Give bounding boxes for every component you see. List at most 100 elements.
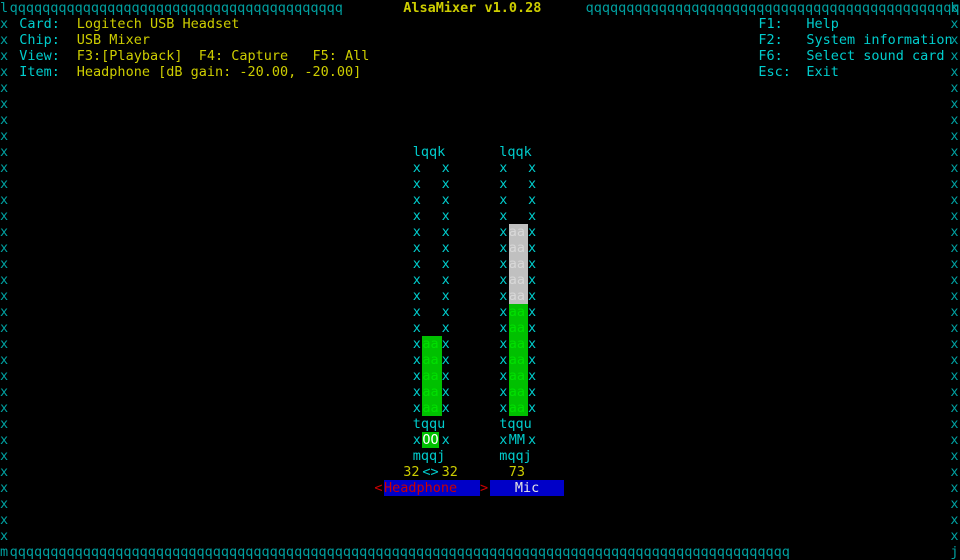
control-next-arrow[interactable]: > (480, 480, 489, 496)
border-left-rail: x (0, 192, 9, 208)
bar-rail-left: x (412, 240, 421, 256)
bar-top-cap-mic: lqqk (499, 144, 532, 160)
bar-rail-left: x (412, 224, 421, 240)
card-value: Logitech USB Headset (76, 16, 240, 32)
control-label-mic[interactable]: Mic (489, 480, 565, 496)
bar-fill-glyph: aa (508, 304, 526, 320)
control-label-headphone[interactable]: Headphone (384, 480, 480, 496)
bar-segment-mic (508, 320, 528, 336)
mute-indicator-mic[interactable]: MM (508, 432, 526, 448)
volume-value-right-headphone: 32 (441, 464, 458, 480)
item-label: Item: (19, 64, 60, 80)
border-right-rail: x (950, 112, 959, 128)
border-left-rail: x (0, 416, 9, 432)
bar-segment-mic (508, 304, 528, 320)
bar-fill-glyph: aa (422, 384, 439, 400)
border-right-rail: x (950, 128, 959, 144)
bar-fill-glyph: aa (422, 336, 439, 352)
border-left-rail: x (0, 320, 9, 336)
bar-rail-left: x (499, 272, 508, 288)
border-left-rail: x (0, 144, 9, 160)
help-key-f2: F2: (758, 32, 783, 48)
border-right-rail: x (950, 448, 959, 464)
border-right-rail: x (950, 224, 959, 240)
help-key-f6: F6: (758, 48, 783, 64)
help-text-esc[interactable]: Exit (806, 64, 839, 80)
border-left-rail: x (0, 208, 9, 224)
bar-fill-glyph: aa (508, 256, 526, 272)
bar-rail-left: x (499, 288, 508, 304)
bar-rail-left: x (499, 176, 508, 192)
border-left-rail: x (0, 496, 9, 512)
border-left-rail: x (0, 448, 9, 464)
bar-fill-glyph: aa (422, 400, 439, 416)
mute-rail-left: x (499, 432, 508, 448)
border-left-rail: x (0, 464, 9, 480)
border-top-right-fill: qqqqqqqqqqqqqqqqqqqqqqqqqqqqqqqqqqqqqqqq… (585, 0, 960, 16)
control-prev-arrow[interactable]: < (374, 480, 383, 496)
border-left-rail: x (0, 432, 9, 448)
bar-rail-left: x (412, 352, 421, 368)
bar-fill-glyph: aa (508, 272, 526, 288)
mute-indicator-headphone[interactable]: OO (422, 432, 439, 448)
volume-balance-arrows-headphone: <> (422, 464, 439, 480)
border-right-rail: x (950, 320, 959, 336)
bar-rail-right: x (528, 368, 537, 384)
border-left-rail: x (0, 368, 9, 384)
bar-rail-right: x (528, 192, 537, 208)
bar-fill-glyph: aa (508, 288, 526, 304)
mute-rail-left: x (412, 432, 421, 448)
border-right-rail: x (950, 384, 959, 400)
view-label: View: (19, 48, 60, 64)
bar-segment-mic (508, 256, 528, 272)
border-left-rail: x (0, 352, 9, 368)
bar-rail-left: x (412, 176, 421, 192)
bar-segment-mic (508, 352, 528, 368)
border-corner-top-left: l (0, 0, 9, 16)
bar-rail-left: x (412, 336, 421, 352)
bar-segment-headphone (422, 368, 442, 384)
border-left-rail: x (0, 112, 9, 128)
bar-segment-mic (508, 384, 528, 400)
border-left-rail: x (0, 16, 9, 32)
help-text-f1[interactable]: Help (806, 16, 839, 32)
bar-segment-mic (508, 240, 528, 256)
border-left-rail: x (0, 80, 9, 96)
border-right-rail: x (950, 192, 959, 208)
bar-rail-right: x (528, 208, 537, 224)
mute-rail-right: x (528, 432, 537, 448)
bar-segment-mic (508, 400, 528, 416)
bar-rail-left: x (499, 368, 508, 384)
bar-rail-left: x (412, 400, 421, 416)
bar-rail-right: x (528, 240, 537, 256)
border-right-rail: x (950, 240, 959, 256)
border-right-rail: x (950, 32, 959, 48)
border-left-rail: x (0, 400, 9, 416)
bar-rail-right: x (528, 320, 537, 336)
border-right-rail: x (950, 48, 959, 64)
chip-value: USB Mixer (76, 32, 150, 48)
bar-foot-cap-headphone: mqqj (412, 448, 446, 464)
border-left-rail: x (0, 224, 9, 240)
bar-fill-glyph: aa (508, 400, 526, 416)
bar-segment-headphone (422, 400, 442, 416)
bar-rail-left: x (412, 288, 421, 304)
view-value[interactable]: F3:[Playback] F4: Capture F5: All (76, 48, 370, 64)
help-key-f1: F1: (758, 16, 783, 32)
border-right-rail: x (950, 432, 959, 448)
bar-rail-right: x (528, 176, 537, 192)
bar-rail-right: x (528, 272, 537, 288)
border-right-rail: x (950, 272, 959, 288)
bar-segment-mic (508, 272, 528, 288)
bar-rail-left: x (499, 256, 508, 272)
border-right-rail: x (950, 144, 959, 160)
bar-rail-right: x (441, 272, 450, 288)
bar-rail-right: x (441, 208, 450, 224)
help-text-f2[interactable]: System information (806, 32, 953, 48)
bar-segment-headphone (422, 352, 442, 368)
bar-rail-right: x (441, 368, 450, 384)
help-text-f6[interactable]: Select sound card (806, 48, 945, 64)
border-left-rail: x (0, 288, 9, 304)
bar-fill-glyph: aa (508, 320, 526, 336)
bar-rail-right: x (528, 352, 537, 368)
